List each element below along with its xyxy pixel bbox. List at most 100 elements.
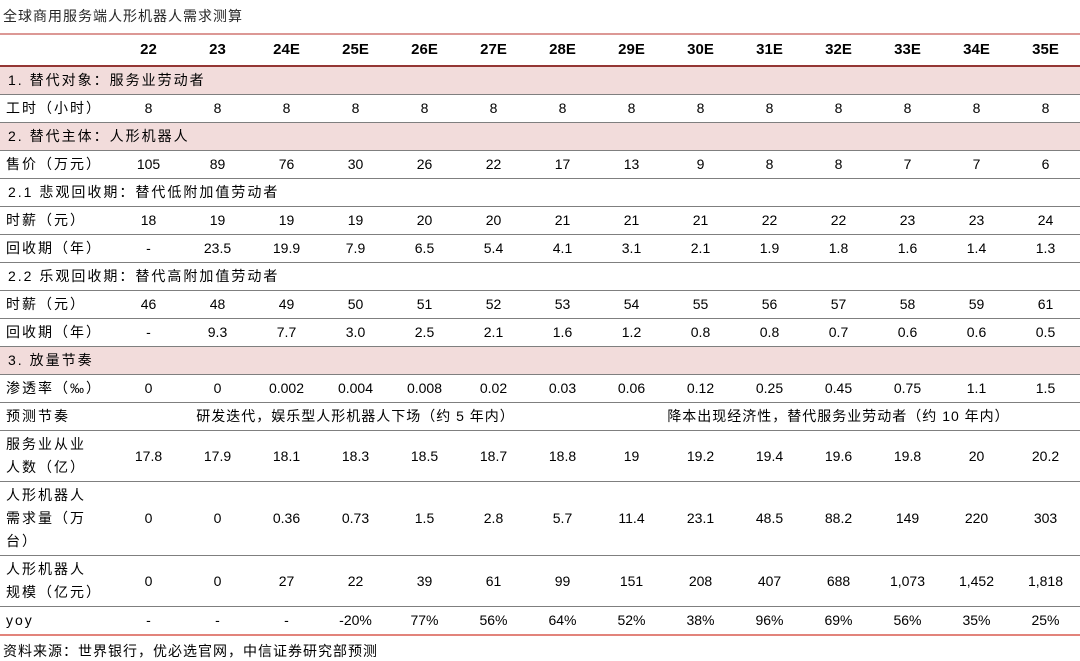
value-cell: 0.008 — [406, 380, 443, 396]
value-cell: 2.1 — [690, 240, 711, 256]
section-header-row: 2. 替代主体：人形机器人 — [0, 122, 1080, 151]
year-column-header: 33E — [873, 34, 942, 67]
value-cell: 0.75 — [893, 380, 922, 396]
value-cell: 1.2 — [621, 324, 642, 340]
value-cell: 8 — [351, 100, 360, 116]
year-column-header: 24E — [252, 34, 321, 67]
value-cell: 0.7 — [828, 324, 849, 340]
value-cell: 18.7 — [479, 447, 508, 464]
year-column-header: 30E — [666, 34, 735, 67]
value-cell: 20 — [416, 212, 433, 228]
value-cell: 20 — [968, 447, 985, 464]
value-cell: 20.2 — [1031, 447, 1060, 464]
source-note: 资料来源：世界银行，优必选官网，中信证券研究部预测 — [3, 643, 378, 659]
value-cell: 56 — [761, 296, 778, 312]
value-cell: 21 — [554, 212, 571, 228]
section-header-label: 2. 替代主体：人形机器人 — [8, 128, 190, 144]
value-cell: 22 — [830, 212, 847, 228]
value-cell: 8 — [834, 156, 843, 172]
subsection-header-label: 2.2 乐观回收期：替代高附加值劳动者 — [8, 268, 280, 284]
value-cell: 18.8 — [548, 447, 577, 464]
value-cell: 0 — [213, 380, 222, 396]
value-cell: 0.6 — [897, 324, 918, 340]
table-row: 时薪（元） 18 19 19 19 20 20 21 21 21 22 22 23 23 24 — [0, 206, 1080, 235]
value-cell: 23 — [899, 212, 916, 228]
section-header-row: 1. 替代对象：服务业劳动者 — [0, 66, 1080, 95]
row-label: 回收期（年） — [6, 324, 102, 340]
value-cell: 59 — [968, 296, 985, 312]
value-cell: 50 — [347, 296, 364, 312]
year-column-header: 32E — [804, 34, 873, 67]
value-cell: 23 — [968, 212, 985, 228]
value-cell: 0.8 — [759, 324, 780, 340]
table-row: 回收期（年） - 23.5 19.9 7.9 6.5 5.4 4.1 3.1 2.1 1.9 1.8 1… — [0, 234, 1080, 263]
row-label: 时薪（元） — [6, 212, 86, 228]
table-row: 渗透率（‰） 0 0 0.002 0.004 0.008 0.02 0.03 0.06 0.12 0… — [0, 374, 1080, 403]
value-cell: 11.4 — [618, 510, 645, 526]
value-cell: 58 — [899, 296, 916, 312]
row-label: 人形机器人 需求量（万 台） — [6, 487, 86, 549]
value-cell: 19.8 — [893, 447, 922, 464]
table-row: 人形机器人 需求量（万 台） 0 0 0.36 0.73 1.5 2.8 5.7 11.4 23.… — [0, 481, 1080, 556]
table-row: 人形机器人 规模（亿元） 0 0 27 22 39 61 99 151 208 407 688 1,07… — [0, 555, 1080, 607]
value-cell: 1.4 — [966, 240, 987, 256]
value-cell: 1.1 — [966, 380, 987, 396]
value-cell: 7 — [972, 156, 981, 172]
value-cell: 99 — [554, 572, 571, 589]
value-cell: 54 — [623, 296, 640, 312]
value-cell: 7 — [903, 156, 912, 172]
value-cell: 303 — [1033, 510, 1058, 526]
value-cell: 22 — [347, 572, 364, 589]
value-cell: 8 — [282, 100, 291, 116]
value-cell: 8 — [420, 100, 429, 116]
value-cell: 56% — [479, 612, 508, 628]
value-cell: 8 — [972, 100, 981, 116]
value-cell: 1.6 — [897, 240, 918, 256]
row-label: 售价（万元） — [6, 156, 102, 172]
value-cell: 0 — [213, 510, 222, 526]
table-row: 时薪（元） 46 48 49 50 51 52 53 54 55 56 57 58 59 61 — [0, 290, 1080, 319]
value-cell: 0.03 — [548, 380, 577, 396]
value-cell: 1.3 — [1035, 240, 1056, 256]
value-cell: 6.5 — [414, 240, 435, 256]
value-cell: 0 — [144, 572, 153, 589]
table-row: 预测节奏 研发迭代，娱乐型人形机器人下场（约 5 年内） 降本出现经济性，替代服务业… — [0, 402, 1080, 431]
value-cell: 19.2 — [686, 447, 715, 464]
value-cell: 105 — [136, 156, 161, 172]
value-cell: 8 — [489, 100, 498, 116]
value-cell: 24 — [1037, 212, 1054, 228]
value-cell: 20 — [485, 212, 502, 228]
value-cell: 1.8 — [828, 240, 849, 256]
value-cell: 18 — [140, 212, 157, 228]
table-row: 服务业从业 人数（亿） 17.8 17.9 18.1 18.3 18.5 18.7 18.8 1… — [0, 430, 1080, 482]
value-cell: 0.73 — [341, 510, 370, 526]
value-cell: 17.9 — [203, 447, 232, 464]
value-cell: 64% — [548, 612, 577, 628]
value-cell: 208 — [688, 572, 713, 589]
year-column-header: 28E — [528, 34, 597, 67]
subsection-header-label: 2.1 悲观回收期：替代低附加值劳动者 — [8, 184, 280, 200]
value-cell: 1.5 — [1035, 380, 1056, 396]
value-cell: 0.004 — [337, 380, 374, 396]
value-cell: 8 — [903, 100, 912, 116]
value-cell: 8 — [834, 100, 843, 116]
value-cell: 4.1 — [552, 240, 573, 256]
table-row: yoy - - - -20% 77% 56% 64% 52% 38% 96% 69% 56% 35% 25% — [0, 606, 1080, 636]
section-header-row: 3. 放量节奏 — [0, 346, 1080, 375]
value-cell: 220 — [964, 510, 989, 526]
value-cell: 26 — [416, 156, 433, 172]
value-cell: 2.8 — [483, 510, 504, 526]
value-cell: 96% — [755, 612, 784, 628]
value-cell: 49 — [278, 296, 295, 312]
table-body: 1. 替代对象：服务业劳动者 工时（小时） 8 8 8 8 8 8 8 8 8 8 8 8 8 8 2. 替代主… — [0, 66, 1080, 635]
value-cell: 19.9 — [272, 240, 301, 256]
value-cell: 0.12 — [686, 380, 715, 396]
merged-phase-cell: 研发迭代，娱乐型人形机器人下场（约 5 年内） — [196, 408, 515, 424]
value-cell: 46 — [140, 296, 157, 312]
table-row: 回收期（年） - 9.3 7.7 3.0 2.5 2.1 1.6 1.2 0.8 0.8 0.7 0.6… — [0, 318, 1080, 347]
value-cell: 48.5 — [755, 510, 784, 526]
value-cell: 19 — [347, 212, 364, 228]
value-cell: 22 — [761, 212, 778, 228]
value-cell: 69% — [824, 612, 853, 628]
value-cell: 19 — [623, 447, 640, 464]
